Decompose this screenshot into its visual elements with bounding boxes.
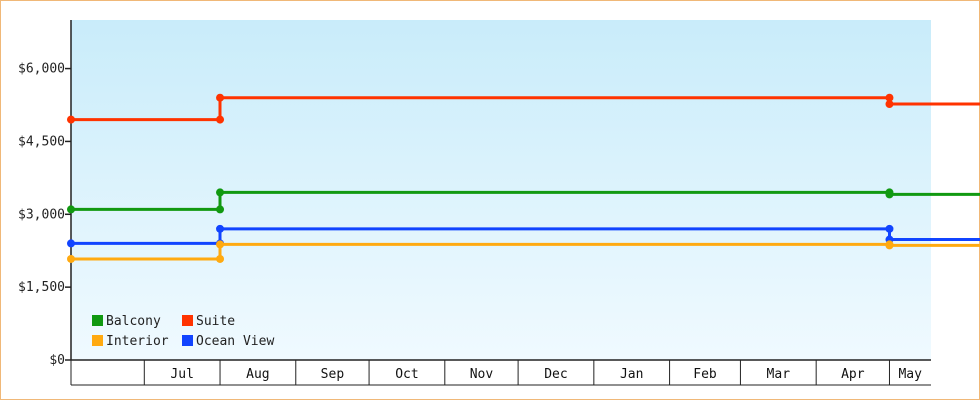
data-point xyxy=(885,190,894,199)
x-tick-label: Jan xyxy=(620,367,643,382)
data-point xyxy=(885,93,894,102)
y-tick-label: $3,000 xyxy=(18,207,65,222)
data-point xyxy=(885,100,894,109)
legend-label: Balcony xyxy=(106,314,161,329)
y-tick-label: $1,500 xyxy=(18,280,65,295)
x-axis: Jul Aug Sep Oct Nov Dec Jan Feb Mar Apr May xyxy=(70,359,931,386)
y-tick-label: $6,000 xyxy=(18,62,65,77)
x-tick-label: Mar xyxy=(767,367,791,382)
x-tick-label: Jul xyxy=(170,367,193,382)
legend-swatch xyxy=(182,335,193,346)
x-tick-label: Sep xyxy=(321,367,345,382)
legend-label: Ocean View xyxy=(196,334,274,349)
series-balcony xyxy=(67,188,980,214)
series-line xyxy=(71,242,980,261)
data-point xyxy=(67,205,75,214)
x-tick-label: Feb xyxy=(693,367,717,382)
series-line xyxy=(71,96,980,122)
y-tick-label: $0 xyxy=(49,353,65,368)
data-point xyxy=(216,224,225,233)
data-point xyxy=(216,188,225,197)
data-point xyxy=(216,93,225,102)
x-tick-label: Nov xyxy=(470,367,494,382)
data-point xyxy=(885,224,894,233)
series-lines xyxy=(67,93,980,263)
x-tick-label: Dec xyxy=(544,367,567,382)
series-interior xyxy=(67,240,980,263)
data-point xyxy=(885,241,894,250)
legend-swatch xyxy=(92,315,103,326)
x-tick-label: Apr xyxy=(841,367,865,382)
data-point xyxy=(216,205,225,214)
series-line xyxy=(71,190,980,211)
legend-label: Interior xyxy=(106,334,169,349)
data-point xyxy=(67,239,75,248)
series-suite xyxy=(67,93,980,124)
y-axis: $0 $1,500 $3,000 $4,500 $6,000 xyxy=(18,20,72,368)
data-point xyxy=(216,115,225,124)
legend-swatch xyxy=(92,335,103,346)
plot-background xyxy=(71,20,931,360)
x-tick-label: Aug xyxy=(246,367,269,382)
data-point xyxy=(216,240,225,249)
data-point xyxy=(67,254,75,263)
x-tick-label: May xyxy=(898,367,922,382)
legend: Balcony Suite Interior Ocean View xyxy=(92,314,274,349)
series-line xyxy=(71,227,980,245)
legend-swatch xyxy=(182,315,193,326)
data-point xyxy=(67,115,75,124)
y-tick-label: $4,500 xyxy=(18,134,65,149)
x-tick-label: Oct xyxy=(395,367,418,382)
legend-label: Suite xyxy=(196,314,235,329)
data-point xyxy=(216,254,225,263)
